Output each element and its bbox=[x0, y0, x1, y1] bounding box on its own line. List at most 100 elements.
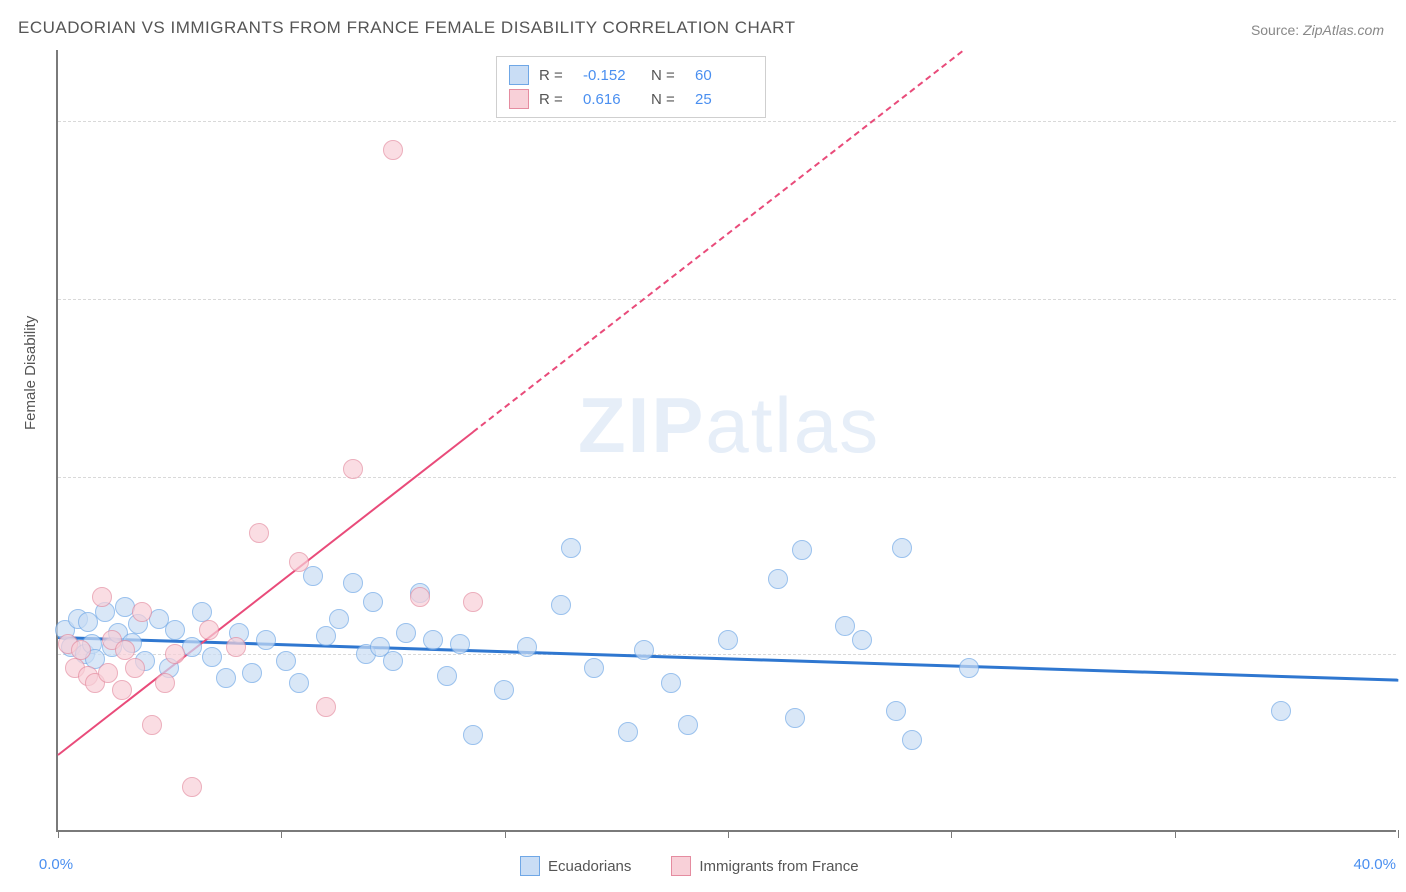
chart-container: ZIPatlas 12.5%25.0%37.5%50.0% R = -0.152 N… bbox=[56, 50, 1396, 832]
r-value: 0.616 bbox=[583, 91, 641, 108]
gridline-h bbox=[58, 121, 1396, 122]
n-value: 25 bbox=[695, 91, 753, 108]
data-point bbox=[226, 637, 246, 657]
legend-item: Ecuadorians bbox=[520, 856, 631, 876]
data-point bbox=[383, 651, 403, 671]
data-point bbox=[142, 715, 162, 735]
x-tick bbox=[951, 830, 952, 838]
data-point bbox=[450, 634, 470, 654]
y-axis-label: Female Disability bbox=[22, 316, 39, 430]
source-attribution: Source: ZipAtlas.com bbox=[1251, 22, 1384, 38]
x-tick bbox=[58, 830, 59, 838]
watermark: ZIPatlas bbox=[578, 380, 880, 471]
data-point bbox=[343, 573, 363, 593]
data-point bbox=[289, 673, 309, 693]
legend-swatch bbox=[520, 856, 540, 876]
legend-label: Immigrants from France bbox=[699, 858, 858, 875]
watermark-bold: ZIP bbox=[578, 381, 705, 469]
r-label: R = bbox=[539, 91, 573, 108]
data-point bbox=[902, 730, 922, 750]
data-point bbox=[718, 630, 738, 650]
data-point bbox=[561, 538, 581, 558]
gridline-h bbox=[58, 477, 1396, 478]
data-point bbox=[125, 658, 145, 678]
data-point bbox=[584, 658, 604, 678]
data-point bbox=[192, 602, 212, 622]
legend-item: Immigrants from France bbox=[671, 856, 858, 876]
data-point bbox=[276, 651, 296, 671]
data-point bbox=[71, 640, 91, 660]
plot-area: ZIPatlas 12.5%25.0%37.5%50.0% bbox=[56, 50, 1396, 832]
data-point bbox=[249, 523, 269, 543]
legend-swatch bbox=[671, 856, 691, 876]
legend-swatch bbox=[509, 65, 529, 85]
n-label: N = bbox=[651, 91, 685, 108]
data-point bbox=[792, 540, 812, 560]
legend-label: Ecuadorians bbox=[548, 858, 631, 875]
x-tick-max: 40.0% bbox=[1353, 856, 1396, 873]
data-point bbox=[437, 666, 457, 686]
data-point bbox=[1271, 701, 1291, 721]
legend-row: R = 0.616 N = 25 bbox=[509, 87, 753, 111]
data-point bbox=[892, 538, 912, 558]
data-point bbox=[202, 647, 222, 667]
x-tick bbox=[1175, 830, 1176, 838]
data-point bbox=[517, 637, 537, 657]
r-value: -0.152 bbox=[583, 67, 641, 84]
data-point bbox=[551, 595, 571, 615]
x-tick bbox=[728, 830, 729, 838]
data-point bbox=[256, 630, 276, 650]
correlation-legend: R = -0.152 N = 60 R = 0.616 N = 25 bbox=[496, 56, 766, 118]
data-point bbox=[959, 658, 979, 678]
data-point bbox=[363, 592, 383, 612]
data-point bbox=[98, 663, 118, 683]
data-point bbox=[115, 640, 135, 660]
chart-title: ECUADORIAN VS IMMIGRANTS FROM FRANCE FEM… bbox=[18, 18, 795, 38]
n-label: N = bbox=[651, 67, 685, 84]
data-point bbox=[216, 668, 236, 688]
data-point bbox=[785, 708, 805, 728]
watermark-light: atlas bbox=[705, 381, 880, 469]
x-tick-min: 0.0% bbox=[39, 856, 73, 873]
data-point bbox=[634, 640, 654, 660]
data-point bbox=[886, 701, 906, 721]
data-point bbox=[494, 680, 514, 700]
data-point bbox=[165, 644, 185, 664]
legend-swatch bbox=[509, 89, 529, 109]
source-value: ZipAtlas.com bbox=[1303, 22, 1384, 38]
data-point bbox=[410, 587, 430, 607]
data-point bbox=[835, 616, 855, 636]
legend-row: R = -0.152 N = 60 bbox=[509, 63, 753, 87]
r-label: R = bbox=[539, 67, 573, 84]
n-value: 60 bbox=[695, 67, 753, 84]
data-point bbox=[463, 725, 483, 745]
source-label: Source: bbox=[1251, 22, 1299, 38]
data-point bbox=[316, 626, 336, 646]
data-point bbox=[289, 552, 309, 572]
data-point bbox=[199, 620, 219, 640]
data-point bbox=[92, 587, 112, 607]
data-point bbox=[329, 609, 349, 629]
data-point bbox=[423, 630, 443, 650]
data-point bbox=[768, 569, 788, 589]
data-point bbox=[463, 592, 483, 612]
data-point bbox=[132, 602, 152, 622]
data-point bbox=[165, 620, 185, 640]
data-point bbox=[396, 623, 416, 643]
data-point bbox=[852, 630, 872, 650]
data-point bbox=[242, 663, 262, 683]
gridline-h bbox=[58, 299, 1396, 300]
gridline-h bbox=[58, 654, 1396, 655]
data-point bbox=[343, 459, 363, 479]
x-tick bbox=[505, 830, 506, 838]
x-tick bbox=[281, 830, 282, 838]
data-point bbox=[316, 697, 336, 717]
data-point bbox=[182, 777, 202, 797]
data-point bbox=[112, 680, 132, 700]
x-tick bbox=[1398, 830, 1399, 838]
series-legend: Ecuadorians Immigrants from France bbox=[520, 856, 859, 876]
data-point bbox=[155, 673, 175, 693]
data-point bbox=[383, 140, 403, 160]
data-point bbox=[661, 673, 681, 693]
data-point bbox=[618, 722, 638, 742]
